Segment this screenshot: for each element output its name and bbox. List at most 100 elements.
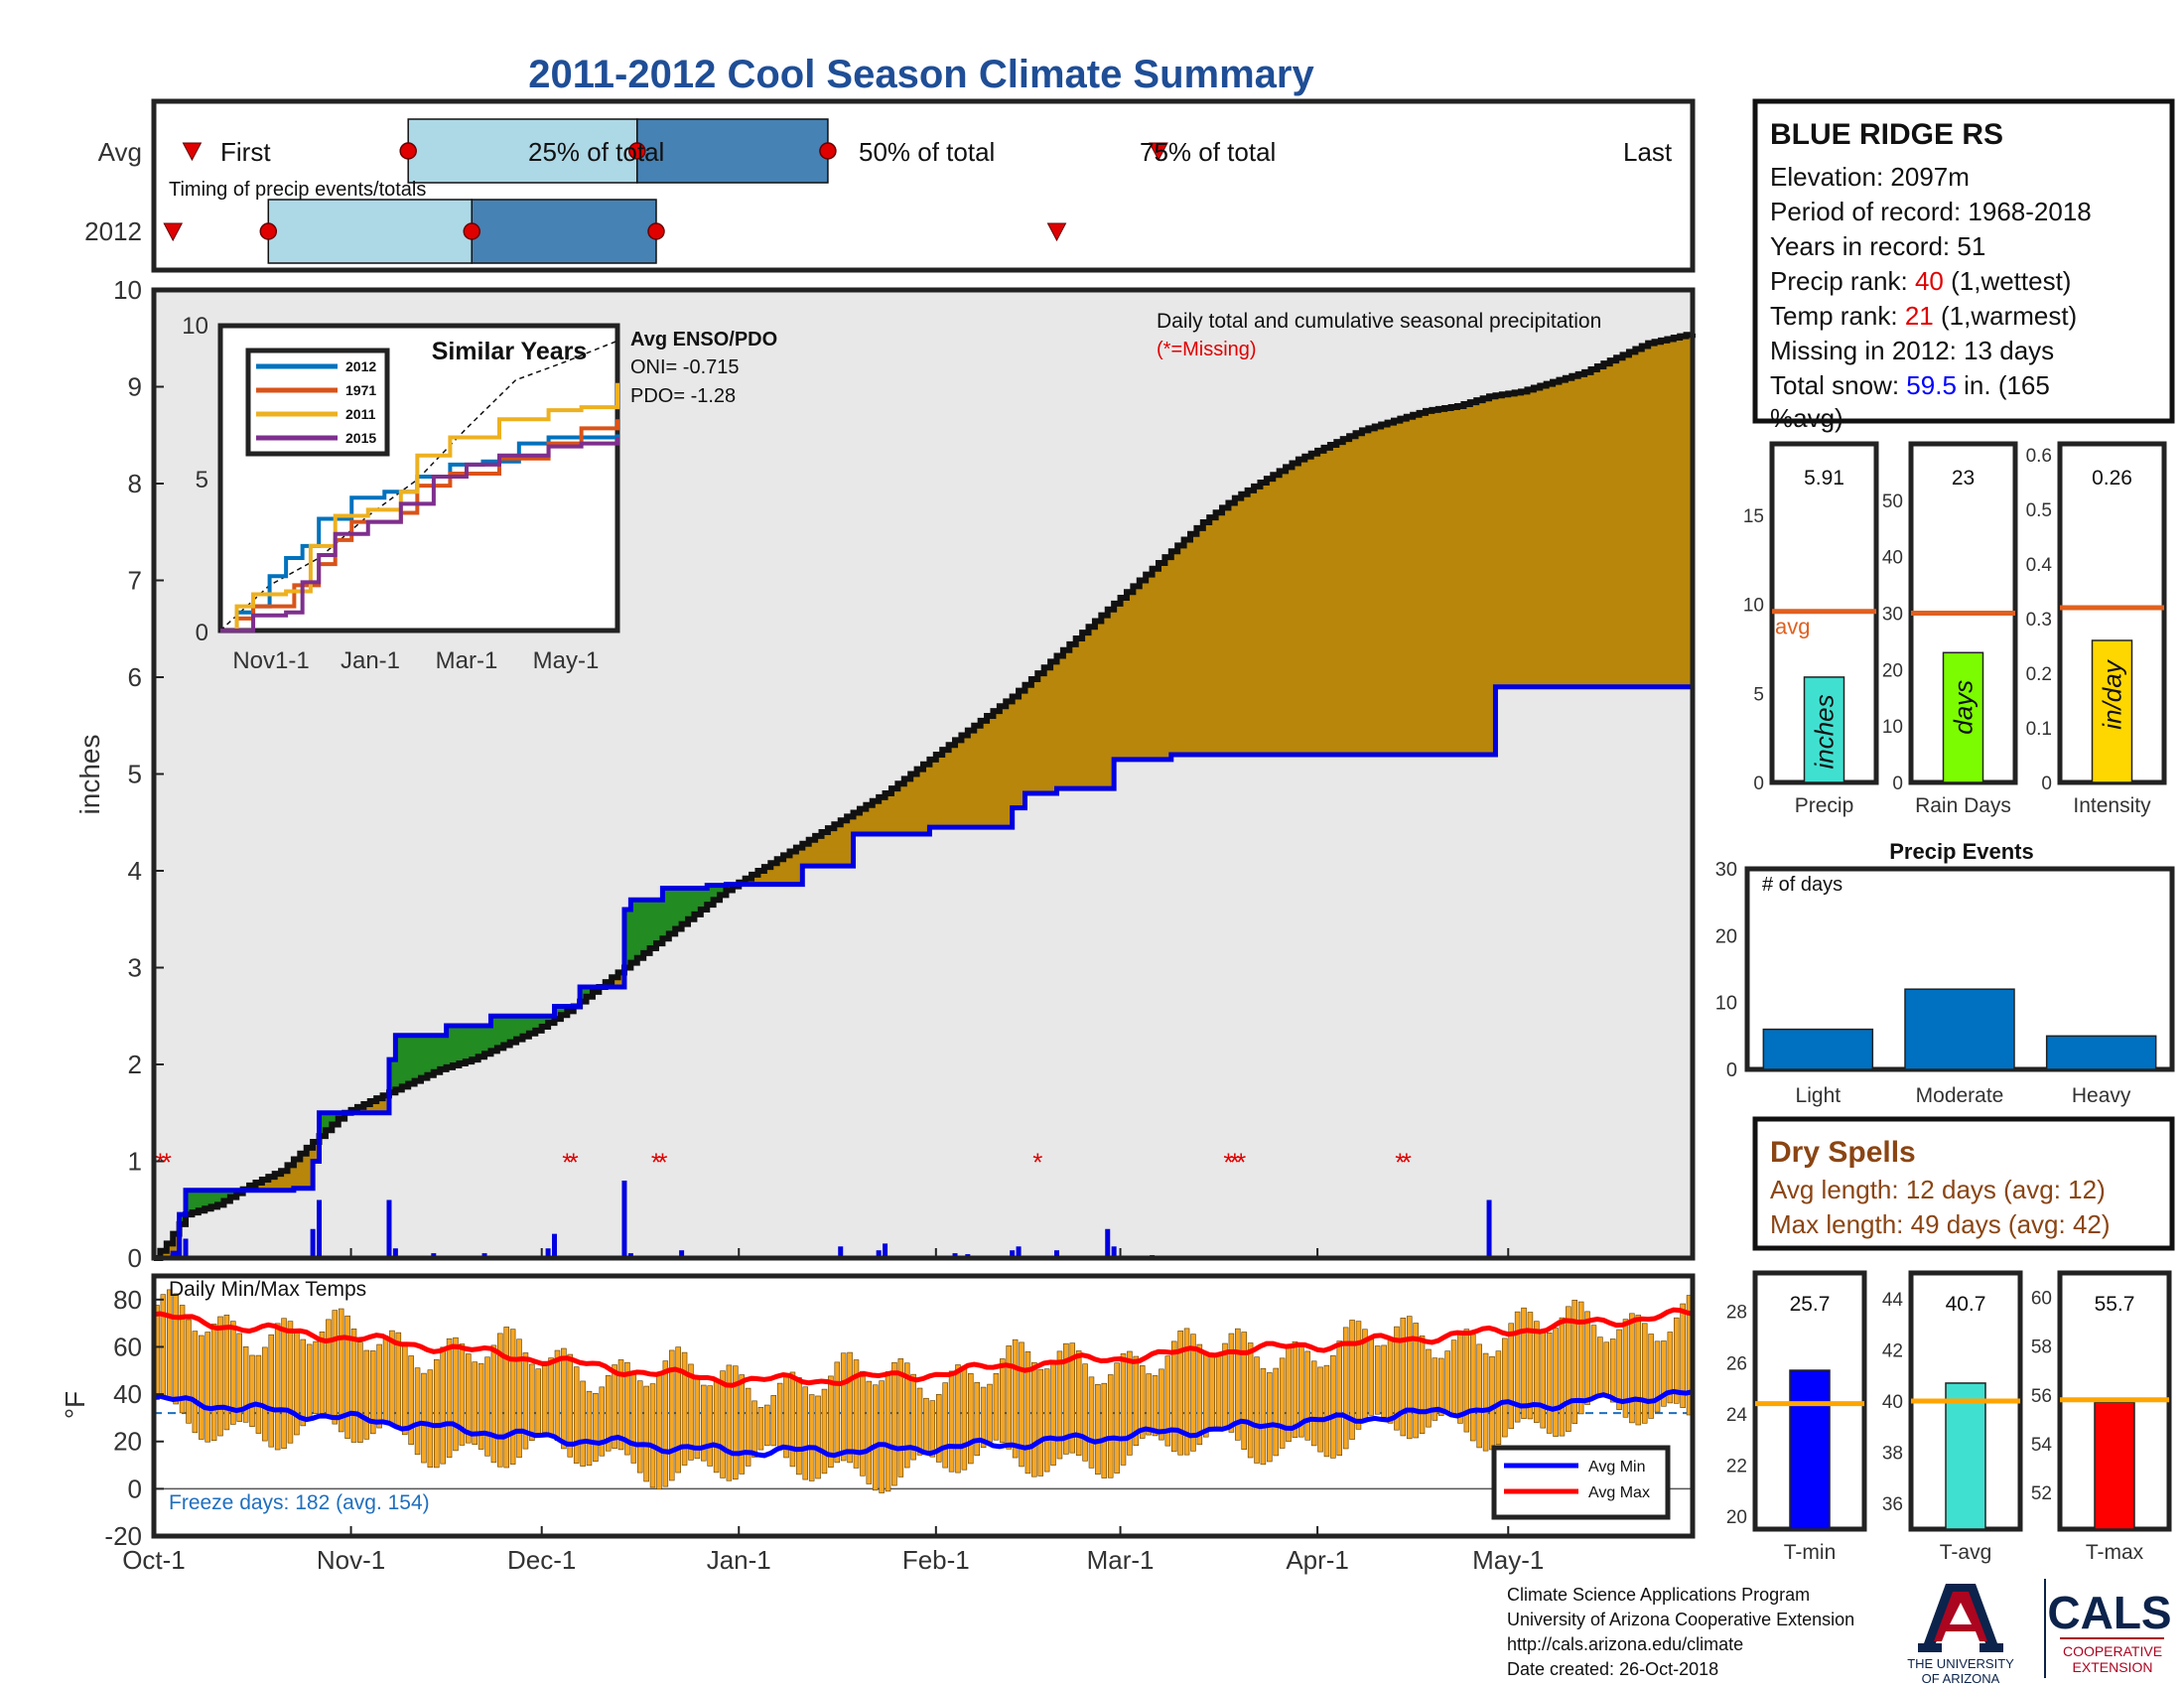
small-panel-ytick-2: 0.5	[2026, 500, 2052, 521]
timing-avg-q75-marker	[819, 142, 837, 160]
inset-xtick-nov: Nov1-1	[232, 647, 309, 674]
missing-day-marker: *	[1395, 1148, 1405, 1178]
daily-temp-bar	[764, 1404, 770, 1447]
temp-panel-ytick-0: 20	[1726, 1507, 1747, 1528]
daily-temp-bar	[675, 1346, 681, 1474]
daily-temp-bar	[472, 1361, 478, 1446]
daily-temp-bar	[357, 1341, 363, 1443]
daily-temp-bar	[1069, 1342, 1076, 1454]
temp-panel-ytick-0: 24	[1726, 1405, 1748, 1426]
pdo-value: PDO= -1.28	[630, 385, 736, 407]
daily-temp-bar	[980, 1386, 987, 1449]
daily-temp-bar	[535, 1368, 542, 1436]
station-years: Years in record: 51	[1770, 231, 1985, 261]
small-panel-ytick-2: 0.6	[2026, 446, 2052, 467]
daily-temp-bar	[167, 1289, 173, 1399]
daily-temp-bar	[1463, 1329, 1470, 1433]
daily-precip-bar	[392, 1248, 398, 1258]
daily-temp-bar	[242, 1345, 249, 1423]
daily-temp-bar	[223, 1315, 230, 1431]
dry-spells-frame	[1752, 1116, 2175, 1251]
daily-temp-bar	[401, 1341, 408, 1436]
daily-temp-bar	[1006, 1345, 1012, 1450]
inset-title: Similar Years	[432, 338, 588, 365]
inset-xtick-may: May-1	[533, 647, 600, 674]
coop-line2: EXTENSION	[2073, 1659, 2153, 1675]
small-panel-ytick-0: 15	[1743, 506, 1764, 527]
small-panel-ytick-2: 0.1	[2026, 719, 2052, 740]
missing-day-marker: *	[569, 1148, 579, 1178]
missing-day-marker: *	[1223, 1148, 1233, 1178]
daily-temp-bar	[561, 1347, 567, 1450]
main-ytick-label: 4	[128, 856, 142, 886]
freeze-days: Freeze days: 182 (avg. 154)	[169, 1491, 430, 1514]
inset-legend-label: 1971	[345, 382, 376, 398]
daily-temp-bar	[1127, 1350, 1133, 1456]
small-panel-value-2: 0.26	[2092, 467, 2132, 490]
main-ytick-label: 1	[128, 1147, 142, 1177]
missing-day-marker: *	[562, 1148, 572, 1178]
daily-temp-bar	[1648, 1334, 1654, 1419]
daily-temp-bar	[1566, 1306, 1571, 1432]
daily-temp-bar	[1426, 1348, 1432, 1428]
daily-temp-bar	[1450, 1339, 1457, 1418]
ua-line2: OF ARIZONA	[1922, 1671, 2000, 1686]
footer: Climate Science Applications Program Uni…	[1507, 1579, 2172, 1686]
precip-events-chart: Precip Events # of days Light Moderate Hea…	[1715, 839, 2175, 1107]
dry-spells-box: Dry Spells Avg length: 12 days (avg: 12)…	[1752, 1116, 2175, 1251]
daily-temp-bar	[1419, 1336, 1426, 1434]
daily-temp-bar	[338, 1308, 344, 1433]
precip-events-marks: Light Moderate Heavy 0 10 20 30	[1715, 859, 2157, 1107]
daily-temp-bar	[720, 1370, 726, 1478]
daily-temp-bar	[879, 1380, 885, 1493]
daily-temp-bar	[192, 1331, 199, 1434]
daily-temp-bar	[745, 1387, 751, 1467]
small-panel-ytick-1: 40	[1882, 548, 1903, 569]
daily-temp-bar	[796, 1377, 802, 1476]
date-xtick-label: Jan-1	[707, 1545, 771, 1575]
daily-temp-bar	[1546, 1333, 1553, 1434]
daily-temp-bar	[522, 1352, 529, 1450]
daily-precip-bar	[1111, 1246, 1117, 1258]
daily-temp-bar	[808, 1394, 815, 1481]
small-panel-bar-text-2: in/day	[2098, 658, 2127, 729]
timing-avg-q25-marker	[399, 142, 417, 160]
daily-temp-bar	[872, 1384, 879, 1491]
daily-temp-bar	[1349, 1320, 1355, 1440]
daily-temp-bar	[707, 1385, 713, 1467]
precip-rank-value: 40	[1915, 266, 1944, 296]
daily-temp-bar	[1584, 1311, 1590, 1405]
daily-temp-bar	[1037, 1368, 1043, 1477]
small-panel-bar-text-1: days	[1949, 680, 1979, 735]
coop-line1: COOPERATIVE	[2063, 1643, 2162, 1659]
daily-temp-bar	[929, 1400, 936, 1458]
daily-temp-bar	[1432, 1357, 1438, 1421]
daily-temp-bar	[599, 1386, 606, 1457]
daily-temp-bar	[1654, 1340, 1661, 1413]
temp-chart: -20 0 20 40 60 80 Oct-1 Nov-1 Dec-1 Jan-1 Feb-1 Ma…	[60, 1248, 1696, 1575]
daily-temp-bar	[567, 1353, 574, 1458]
daily-temp-bar	[955, 1364, 961, 1474]
station-temp-rank: Temp rank: 21 (1,warmest)	[1770, 301, 2077, 331]
daily-temp-bar	[916, 1387, 923, 1456]
daily-temp-bar	[630, 1370, 637, 1464]
small-panel-avg-text-0: avg	[1775, 615, 1810, 639]
daily-temp-bar	[1641, 1323, 1648, 1424]
footer-line2: University of Arizona Cooperative Extens…	[1507, 1610, 1854, 1629]
main-ytick-label: 6	[128, 662, 142, 692]
daily-temp-bar	[974, 1381, 980, 1457]
daily-temp-bar	[1075, 1350, 1082, 1456]
precip-main-chart: ************ 0 1 2 3 4 5 6 7 8 9 10 inches Daily t…	[74, 275, 1696, 1273]
temp-panel-value-0: 25.7	[1790, 1293, 1831, 1316]
date-xtick-label: Mar-1	[1087, 1545, 1155, 1575]
timing-panel: Avg 2012 First 25% of total 50% of total…	[84, 98, 1696, 273]
small-panel-ytick-1: 20	[1882, 660, 1903, 681]
date-xtick-label: May-1	[1472, 1545, 1544, 1575]
daily-temp-bar	[1159, 1368, 1164, 1441]
daily-temp-bar	[1114, 1362, 1120, 1474]
daily-temp-bar	[1095, 1383, 1101, 1476]
small-panel-ytick-2: 0.3	[2026, 610, 2052, 631]
temp-panel-bar-2	[2094, 1401, 2135, 1530]
temp-ytick-label: 60	[113, 1332, 142, 1361]
